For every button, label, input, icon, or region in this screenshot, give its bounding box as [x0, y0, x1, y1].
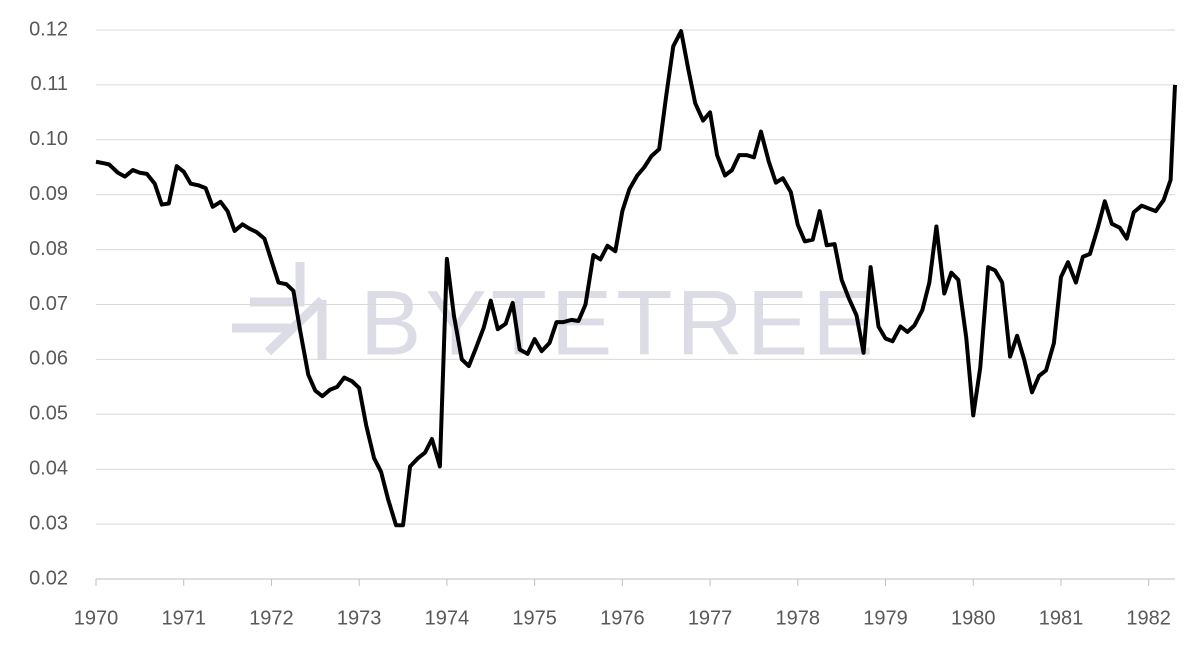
y-tick-label: 0.03	[29, 512, 68, 534]
y-tick-label: 0.02	[29, 567, 68, 589]
x-tick-label: 1970	[74, 607, 119, 629]
x-tick-label: 1981	[1039, 607, 1084, 629]
line	[95, 29, 1177, 528]
y-tick-label: 0.04	[29, 457, 68, 479]
x-tick-label: 1972	[249, 607, 294, 629]
x-tick-label: 1971	[161, 607, 206, 629]
x-tick-label: 1979	[863, 607, 908, 629]
x-tick-label: 1977	[688, 607, 733, 629]
x-tick-label: 1975	[512, 607, 557, 629]
y-tick-label: 0.05	[29, 403, 68, 425]
y-tick-label: 0.07	[29, 293, 68, 315]
x-tick-label: 1973	[337, 607, 382, 629]
x-tick-label: 1982	[1126, 607, 1171, 629]
y-tick-label: 0.06	[29, 348, 68, 370]
y-tick-label: 0.09	[29, 183, 68, 205]
x-tick-label: 1978	[776, 607, 821, 629]
x-tick-label: 1976	[600, 607, 645, 629]
y-tick-label: 0.12	[29, 18, 68, 40]
x-tick-label: 1974	[425, 607, 470, 629]
watermark-logo	[232, 262, 327, 360]
x-tick-label: 1980	[951, 607, 996, 629]
y-tick-label: 0.10	[29, 128, 68, 150]
y-tick-label: 0.08	[29, 238, 68, 260]
y-tick-label: 0.11	[31, 73, 68, 95]
